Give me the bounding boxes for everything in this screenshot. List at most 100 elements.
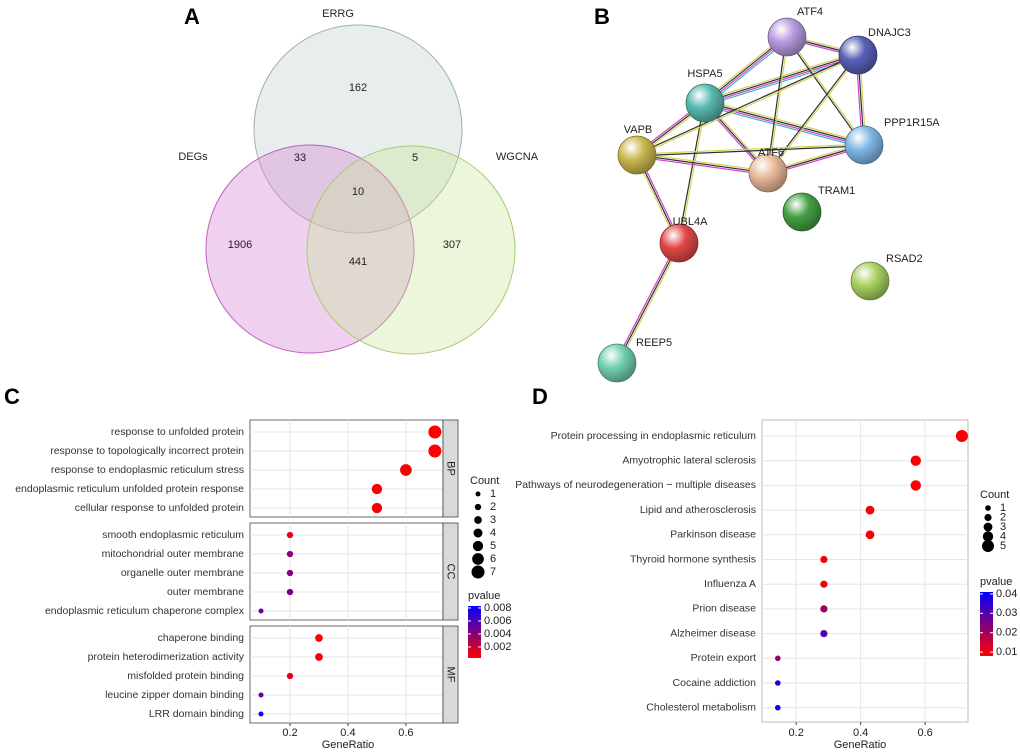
network-node bbox=[767, 17, 807, 57]
category-label: Pathways of neurodegeneration − multiple… bbox=[515, 479, 756, 491]
color-legend-title: pvalue bbox=[980, 576, 1012, 588]
dot bbox=[286, 569, 294, 577]
panel-letter: B bbox=[594, 4, 610, 29]
category-label: chaperone binding bbox=[158, 632, 245, 644]
dot bbox=[258, 711, 264, 717]
network-edge bbox=[618, 243, 682, 365]
network-node bbox=[748, 153, 788, 193]
dot bbox=[774, 680, 781, 686]
dot bbox=[315, 634, 323, 642]
venn-circle bbox=[205, 144, 415, 354]
size-legend-dot bbox=[471, 565, 485, 579]
category-label: leucine zipper domain binding bbox=[105, 689, 244, 701]
size-legend-label: 3 bbox=[490, 514, 496, 526]
facet-strip bbox=[442, 625, 459, 724]
network-edge bbox=[616, 242, 680, 364]
category-label: endoplasmic reticulum chaperone complex bbox=[45, 605, 245, 617]
network-node bbox=[659, 223, 699, 263]
size-legend-label: 4 bbox=[490, 527, 496, 539]
dot bbox=[955, 430, 968, 442]
panel-letter: A bbox=[184, 4, 200, 29]
network-edge bbox=[704, 53, 858, 103]
network-edge bbox=[614, 241, 678, 363]
dot bbox=[371, 502, 383, 514]
dot bbox=[428, 425, 442, 439]
category-label: Parkinson disease bbox=[670, 529, 756, 541]
dot bbox=[820, 605, 828, 613]
set-label: WGCNA bbox=[496, 151, 539, 163]
category-label: Prion disease bbox=[692, 603, 756, 615]
plot-panel bbox=[249, 419, 444, 518]
set-label: ERRG bbox=[322, 8, 354, 20]
network-node bbox=[850, 261, 890, 301]
category-label: response to unfolded protein bbox=[111, 426, 244, 438]
plot-panel bbox=[249, 625, 444, 724]
category-label: Amyotrophic lateral sclerosis bbox=[622, 454, 756, 466]
region-count: 441 bbox=[349, 256, 367, 268]
size-legend-label: 2 bbox=[490, 501, 496, 513]
size-legend-label: 4 bbox=[1000, 530, 1006, 542]
size-legend-title: Count bbox=[470, 475, 499, 487]
dot bbox=[286, 531, 294, 539]
dot bbox=[428, 444, 442, 458]
size-legend-dot bbox=[982, 540, 994, 552]
dot bbox=[820, 580, 828, 588]
network-node bbox=[782, 192, 822, 232]
facet-strip bbox=[442, 419, 459, 518]
network-node bbox=[685, 83, 725, 123]
size-legend-dot bbox=[982, 531, 994, 542]
category-label: Cholesterol metabolism bbox=[646, 701, 756, 713]
dot bbox=[910, 455, 921, 466]
size-legend-dot bbox=[475, 491, 481, 497]
plot-panel bbox=[249, 522, 444, 621]
region-count: 10 bbox=[352, 186, 364, 198]
node-label: HSPA5 bbox=[687, 68, 722, 80]
x-tick-label: 0.2 bbox=[789, 727, 804, 739]
x-axis-title: GeneRatio bbox=[834, 739, 887, 751]
colorbar-label: 0.04 bbox=[996, 588, 1017, 600]
category-label: Lipid and atherosclerosis bbox=[640, 504, 756, 516]
dot bbox=[286, 550, 294, 558]
region-count: 307 bbox=[443, 239, 461, 251]
node-label: TRAM1 bbox=[818, 185, 855, 197]
color-legend-title: pvalue bbox=[468, 590, 500, 602]
colorbar-label: 0.006 bbox=[484, 615, 512, 627]
size-legend-title: Count bbox=[980, 489, 1009, 501]
size-legend-label: 1 bbox=[490, 488, 496, 500]
category-label: Influenza A bbox=[704, 578, 756, 590]
dot bbox=[286, 672, 294, 680]
dot bbox=[315, 653, 323, 661]
node-label: VAPB bbox=[624, 124, 653, 136]
panel-letter: C bbox=[4, 384, 20, 409]
node-label: ATF4 bbox=[797, 6, 823, 18]
size-legend-label: 6 bbox=[490, 553, 496, 565]
network-node bbox=[838, 35, 878, 75]
region-count: 162 bbox=[349, 82, 367, 94]
dot bbox=[865, 505, 875, 515]
dot bbox=[820, 630, 828, 638]
x-tick-label: 0.2 bbox=[282, 727, 297, 739]
size-legend-dot bbox=[474, 503, 482, 511]
network-edge bbox=[705, 101, 865, 145]
node-label: DNAJC3 bbox=[868, 27, 911, 39]
x-tick-label: 0.4 bbox=[340, 727, 355, 739]
category-label: Alzheimer disease bbox=[670, 627, 756, 639]
network-edge bbox=[637, 145, 865, 157]
category-label: misfolded protein binding bbox=[127, 670, 244, 682]
colorbar-label: 0.01 bbox=[996, 646, 1017, 658]
colorbar bbox=[980, 592, 993, 656]
size-legend-dot bbox=[474, 516, 482, 524]
node-label: REEP5 bbox=[636, 337, 672, 349]
network-edge bbox=[636, 154, 769, 174]
x-axis-title: GeneRatio bbox=[322, 739, 375, 751]
dot bbox=[371, 483, 383, 495]
panel-letter: D bbox=[532, 384, 548, 409]
size-legend-dot bbox=[472, 540, 484, 552]
size-legend-dot bbox=[472, 553, 484, 565]
node-label: UBL4A bbox=[673, 216, 709, 228]
facet-strip bbox=[442, 522, 459, 621]
region-count: 33 bbox=[294, 152, 306, 164]
category-label: response to topologically incorrect prot… bbox=[50, 445, 244, 457]
dot bbox=[910, 480, 921, 491]
facet-label: BP bbox=[445, 461, 457, 476]
